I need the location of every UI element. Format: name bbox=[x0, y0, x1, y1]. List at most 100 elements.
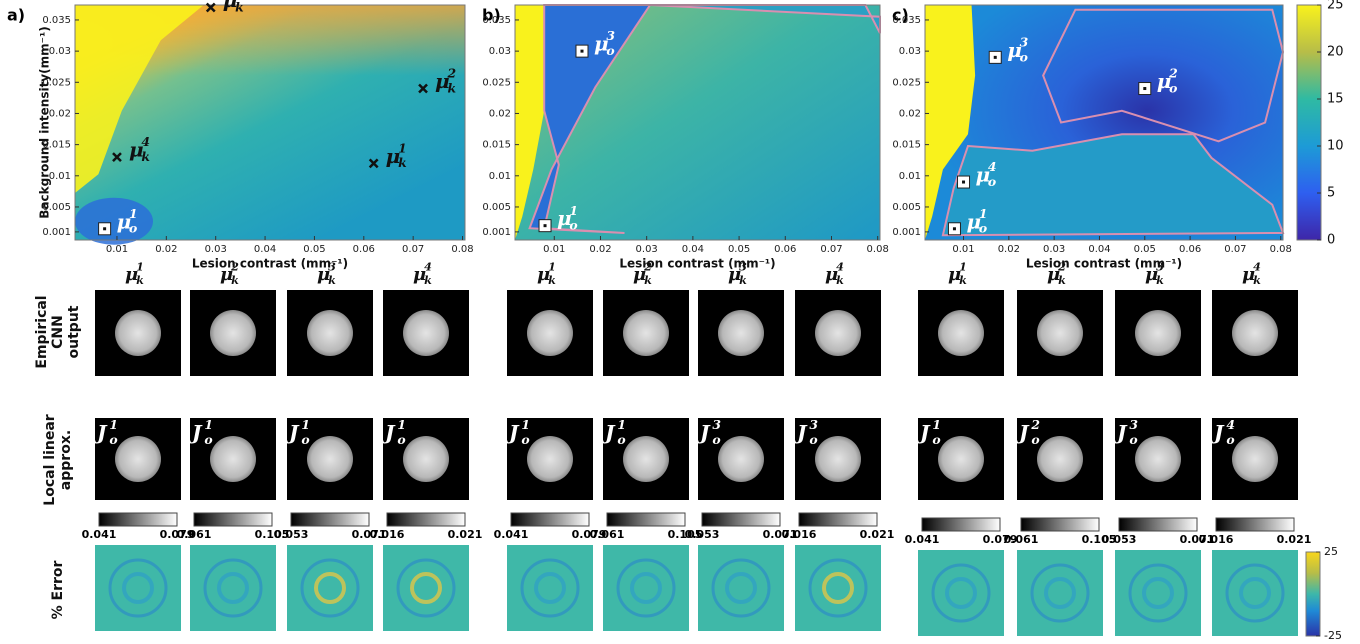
x-tick-label: 0.01 bbox=[106, 244, 128, 255]
gray-min: 0.053 bbox=[685, 528, 720, 541]
x-tick-label: 0.06 bbox=[774, 244, 796, 255]
math-sub: o bbox=[129, 221, 137, 236]
gray-min: 0.016 bbox=[370, 528, 405, 541]
y-tick-label: 0.03 bbox=[49, 46, 71, 57]
lesion bbox=[527, 310, 573, 356]
y-tick-label: 0.001 bbox=[482, 227, 511, 238]
math-sup: 3 bbox=[1156, 260, 1164, 273]
math-sup: 3 bbox=[739, 260, 747, 273]
gray-min: 0.016 bbox=[1199, 533, 1234, 546]
math-sup: 1 bbox=[617, 417, 626, 432]
y-tick-label: 0.005 bbox=[892, 202, 921, 213]
x-tick-label: 0.02 bbox=[155, 244, 177, 255]
math-sup: 1 bbox=[398, 140, 407, 155]
y-tick-label: 0.01 bbox=[489, 171, 511, 182]
region bbox=[75, 198, 153, 245]
square-dot bbox=[544, 224, 547, 227]
lesion bbox=[1232, 310, 1278, 356]
y-tick-label: 0.035 bbox=[482, 15, 511, 26]
x-tick-label: 0.02 bbox=[589, 244, 611, 255]
lesion bbox=[1232, 436, 1278, 482]
error-map bbox=[918, 550, 1004, 636]
y-tick-label: 0.001 bbox=[892, 227, 921, 238]
square-dot bbox=[994, 56, 997, 59]
math-sub: k bbox=[328, 274, 336, 287]
lesion bbox=[307, 310, 353, 356]
gray-min: 0.053 bbox=[1102, 533, 1137, 546]
y-tick-label: 0.035 bbox=[892, 15, 921, 26]
math-sup: 1 bbox=[979, 206, 988, 221]
math-sub: o bbox=[301, 432, 309, 447]
math-sup: 2 bbox=[1057, 260, 1066, 273]
x-tick-label: 0.08 bbox=[1270, 244, 1292, 255]
error-map bbox=[383, 545, 469, 631]
math-sub: o bbox=[1129, 432, 1137, 447]
gray-max: 0.021 bbox=[1277, 533, 1312, 546]
math-sup: 3 bbox=[1129, 417, 1138, 432]
lesion bbox=[623, 310, 669, 356]
math-sub: k bbox=[959, 274, 967, 287]
x-tick-label: 0.05 bbox=[728, 244, 750, 255]
square-dot bbox=[580, 50, 583, 53]
math-sub: k bbox=[424, 274, 432, 287]
lesion bbox=[403, 310, 449, 356]
gray-min: 0.061 bbox=[590, 528, 625, 541]
gray-min: 0.053 bbox=[274, 528, 309, 541]
gray-colorbar bbox=[702, 513, 780, 526]
math-sup: 2 bbox=[446, 66, 456, 81]
math-sup: 1 bbox=[959, 260, 967, 273]
math-sub: k bbox=[398, 155, 407, 170]
gray-min: 0.061 bbox=[1004, 533, 1039, 546]
y-tick-label: 0.01 bbox=[899, 171, 921, 182]
y-tick-label: 0.015 bbox=[482, 140, 511, 151]
gray-min: 0.041 bbox=[905, 533, 940, 546]
x-tick-label: 0.01 bbox=[952, 244, 974, 255]
row-label-line: Local linear bbox=[42, 414, 58, 505]
y-tick-label: 0.025 bbox=[482, 77, 511, 88]
y-tick-label: 0.02 bbox=[49, 108, 71, 119]
math-sup: 1 bbox=[301, 417, 310, 432]
error-map bbox=[190, 545, 276, 631]
y-tick-label: 0.03 bbox=[489, 46, 511, 57]
gray-colorbar bbox=[511, 513, 589, 526]
math-sub: o bbox=[809, 432, 817, 447]
row-label-line: Empirical bbox=[34, 295, 50, 368]
x-tick-label: 0.03 bbox=[205, 244, 227, 255]
math-sub: k bbox=[231, 274, 239, 287]
square-dot bbox=[103, 227, 106, 230]
lesion bbox=[815, 436, 861, 482]
gray-max: 0.021 bbox=[860, 528, 895, 541]
y-tick-label: 0.025 bbox=[892, 77, 921, 88]
lesion bbox=[718, 436, 764, 482]
lesion bbox=[527, 436, 573, 482]
colorbar-label: 15 bbox=[1327, 92, 1344, 107]
row-label-line: CNN bbox=[50, 315, 66, 349]
x-tick-label: 0.08 bbox=[451, 244, 473, 255]
row-label: % Error bbox=[50, 561, 66, 620]
square-dot bbox=[1143, 87, 1146, 90]
math-sup: 1 bbox=[397, 417, 406, 432]
gray-min: 0.041 bbox=[494, 528, 529, 541]
math-sup: 2 bbox=[1030, 417, 1040, 432]
gray-colorbar bbox=[1119, 518, 1197, 531]
colorbar-label: 25 bbox=[1327, 0, 1344, 13]
error-map bbox=[507, 545, 593, 631]
x-tick-label: 0.03 bbox=[1043, 244, 1065, 255]
x-tick-label: 0.07 bbox=[820, 244, 842, 255]
gray-colorbar bbox=[607, 513, 685, 526]
y-tick-label: 0.001 bbox=[42, 227, 71, 238]
x-tick-label: 0.07 bbox=[1224, 244, 1246, 255]
error-map bbox=[1212, 550, 1298, 636]
figure: a)0.010.020.030.040.050.060.070.080.0010… bbox=[0, 0, 1360, 644]
lesion bbox=[210, 436, 256, 482]
error-colorbar-label: 25 bbox=[1324, 545, 1338, 558]
y-tick-label: 0.02 bbox=[899, 108, 921, 119]
gray-colorbar bbox=[922, 518, 1000, 531]
math-sup: 1 bbox=[521, 417, 530, 432]
x-tick-label: 0.06 bbox=[1179, 244, 1201, 255]
lesion bbox=[1135, 310, 1181, 356]
row-label: Local linearapprox. bbox=[42, 414, 74, 505]
lesion bbox=[938, 310, 984, 356]
lesion bbox=[115, 310, 161, 356]
